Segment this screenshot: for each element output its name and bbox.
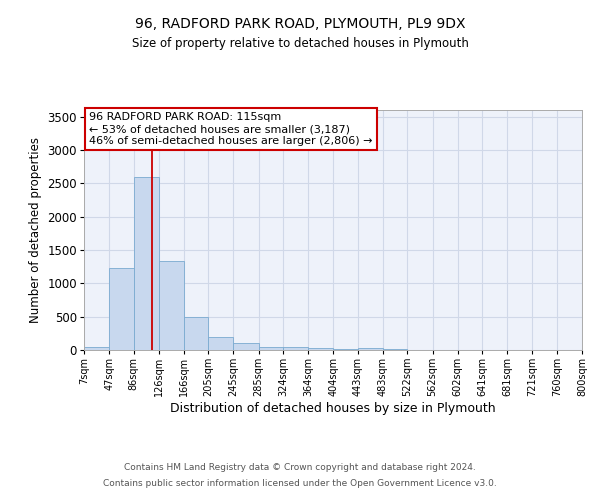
Bar xyxy=(159,260,184,350)
Bar xyxy=(358,348,383,350)
Y-axis label: Number of detached properties: Number of detached properties xyxy=(29,137,42,323)
Text: 96, RADFORD PARK ROAD, PLYMOUTH, PL9 9DX: 96, RADFORD PARK ROAD, PLYMOUTH, PL9 9DX xyxy=(135,18,465,32)
X-axis label: Distribution of detached houses by size in Plymouth: Distribution of detached houses by size … xyxy=(170,402,496,415)
Bar xyxy=(184,318,208,350)
Bar xyxy=(259,346,283,350)
Text: 96 RADFORD PARK ROAD: 115sqm
← 53% of detached houses are smaller (3,187)
46% of: 96 RADFORD PARK ROAD: 115sqm ← 53% of de… xyxy=(89,112,373,146)
Bar xyxy=(109,268,134,350)
Bar xyxy=(283,348,308,350)
Bar xyxy=(308,348,334,350)
Bar xyxy=(208,336,233,350)
Text: Contains public sector information licensed under the Open Government Licence v3: Contains public sector information licen… xyxy=(103,478,497,488)
Bar xyxy=(334,349,358,350)
Bar xyxy=(233,342,259,350)
Bar xyxy=(134,178,159,350)
Bar xyxy=(84,346,109,350)
Text: Size of property relative to detached houses in Plymouth: Size of property relative to detached ho… xyxy=(131,38,469,51)
Text: Contains HM Land Registry data © Crown copyright and database right 2024.: Contains HM Land Registry data © Crown c… xyxy=(124,464,476,472)
